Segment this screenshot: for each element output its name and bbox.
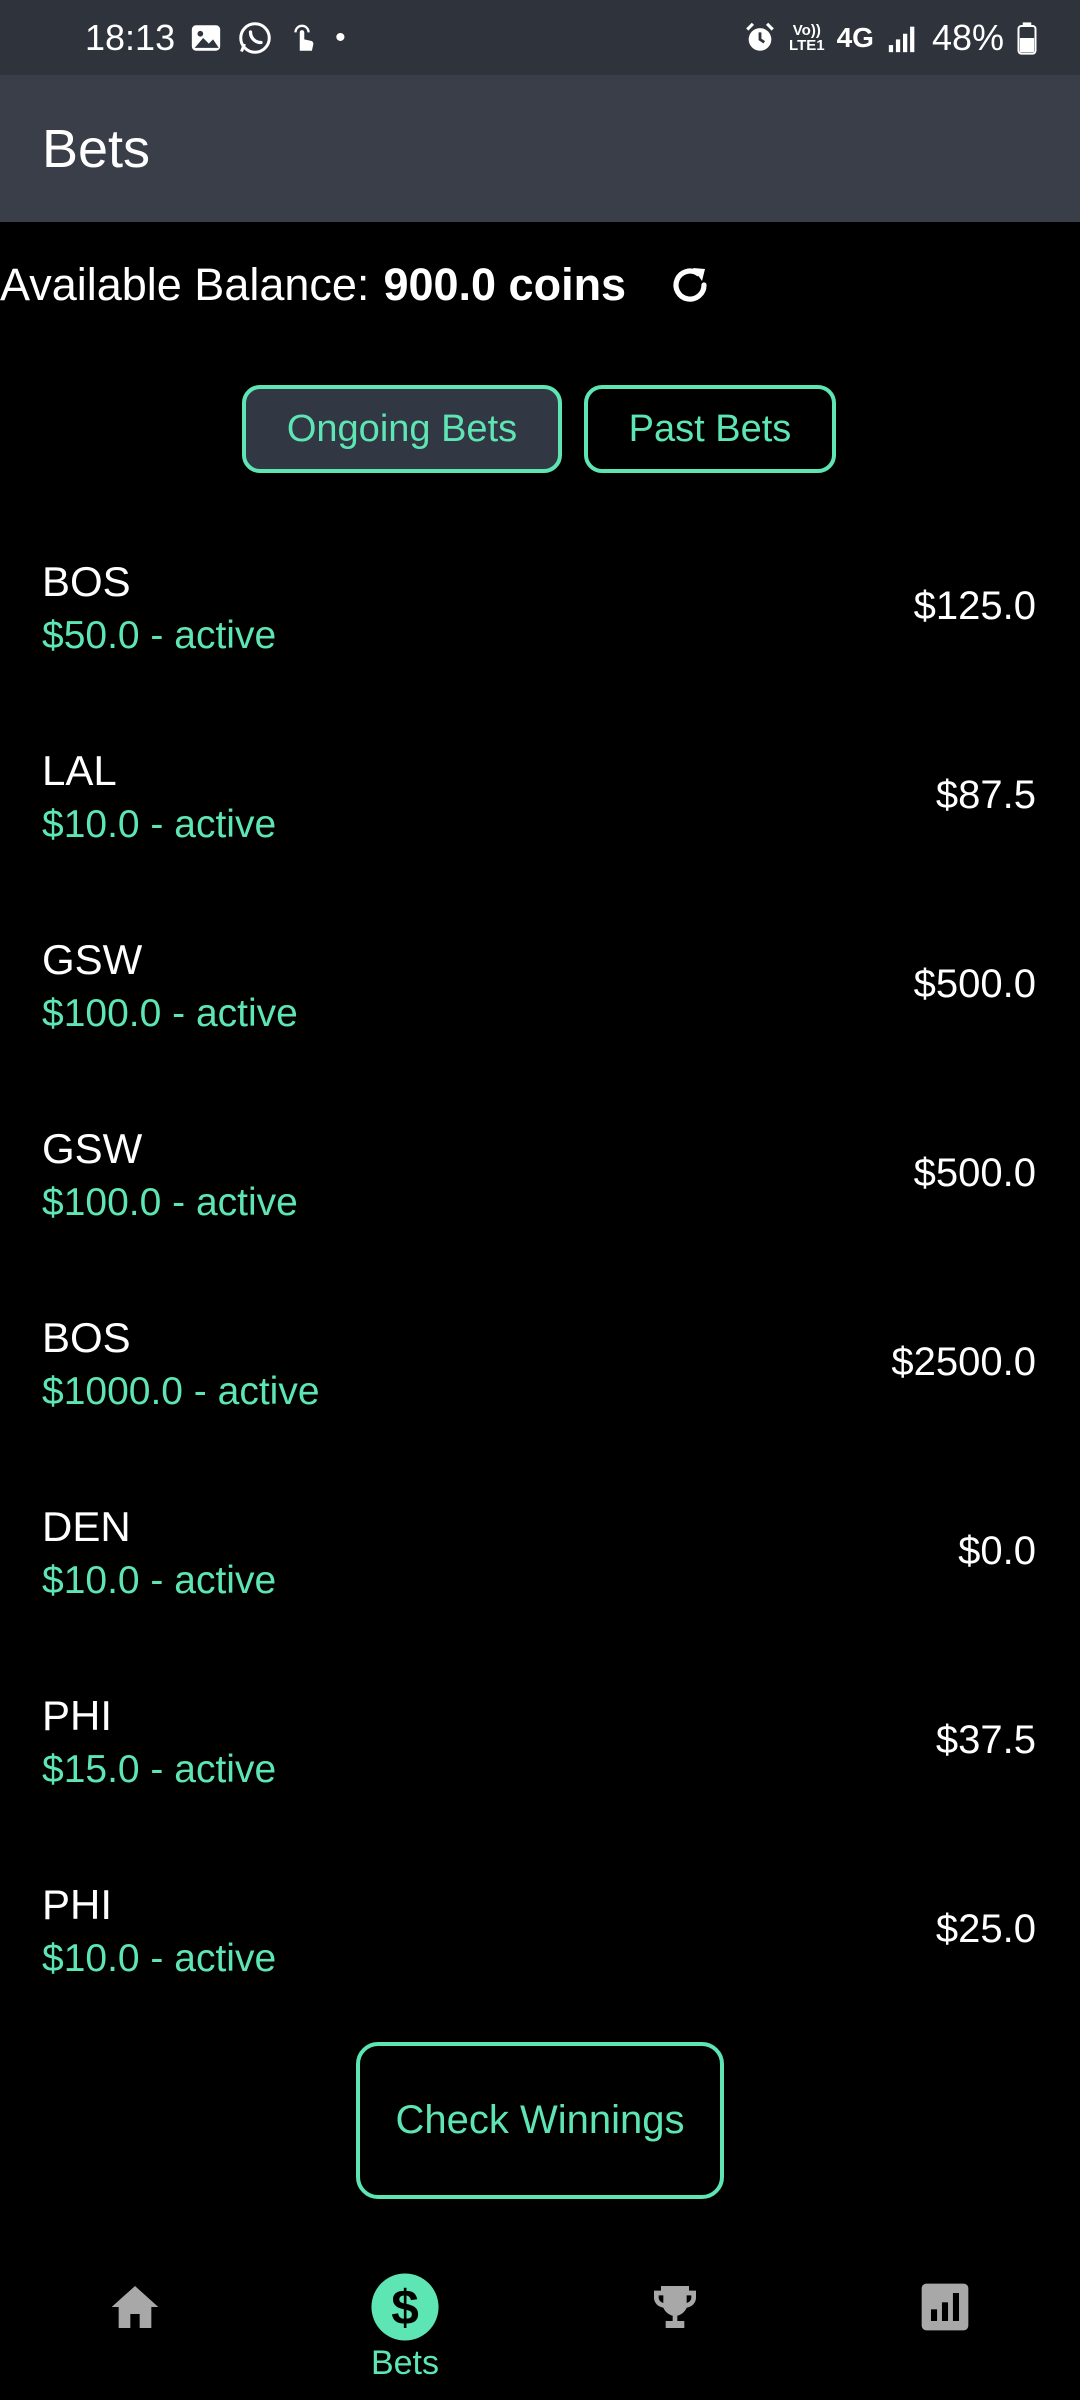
bet-tabs: Ongoing Bets Past Bets	[242, 385, 836, 473]
bet-detail: $10.0 - active	[42, 1937, 277, 1980]
bet-detail: $10.0 - active	[42, 1559, 277, 1602]
bet-payout: $125.0	[913, 584, 1036, 628]
bet-payout: $87.5	[935, 773, 1036, 817]
nav-item-stats[interactable]	[810, 2240, 1080, 2400]
balance-label: Available Balance:	[0, 259, 370, 310]
nav-item-bets[interactable]: $ Bets	[270, 2240, 540, 2400]
list-item[interactable]: DEN $10.0 - active $0.0	[0, 1485, 1080, 1674]
list-item[interactable]: BOS $1000.0 - active $2500.0	[0, 1296, 1080, 1485]
list-item[interactable]: LAL $10.0 - active $87.5	[0, 729, 1080, 918]
status-right: Vo)) LTE1 4G 48%	[743, 0, 1038, 75]
svg-text:$: $	[391, 2280, 419, 2336]
chart-icon	[910, 2272, 980, 2342]
bet-team: DEN	[42, 1503, 131, 1550]
battery-icon	[1016, 21, 1038, 55]
trophy-icon	[640, 2272, 710, 2342]
gallery-icon	[189, 21, 223, 55]
status-bar: 18:13 • Vo)) LTE1 4G 48%	[0, 0, 1080, 75]
balance-value: 900.0 coins	[383, 259, 627, 310]
bet-detail: $100.0 - active	[42, 992, 298, 1035]
nav-item-home[interactable]	[0, 2240, 270, 2400]
alarm-icon	[743, 21, 777, 55]
battery-percent: 48%	[931, 16, 1004, 58]
home-icon	[100, 2272, 170, 2342]
bets-list: BOS $50.0 - active $125.0 LAL $10.0 - ac…	[0, 540, 1080, 2052]
status-left: 18:13 •	[85, 0, 346, 75]
tab-past-bets[interactable]: Past Bets	[584, 385, 836, 473]
bet-team: BOS	[42, 1314, 131, 1361]
nav-label-bets: Bets	[370, 2344, 440, 2382]
bet-detail: $50.0 - active	[42, 614, 277, 657]
bet-team: LAL	[42, 747, 117, 794]
tab-ongoing-bets[interactable]: Ongoing Bets	[242, 385, 562, 473]
bet-detail: $10.0 - active	[42, 803, 277, 846]
bet-detail: $1000.0 - active	[42, 1370, 320, 1413]
balance-row: Available Balance: 900.0 coins	[0, 250, 716, 320]
bet-payout: $0.0	[958, 1529, 1036, 1573]
app-bar: Bets	[0, 75, 1080, 222]
bet-team: PHI	[42, 1881, 113, 1928]
list-item[interactable]: PHI $15.0 - active $37.5	[0, 1674, 1080, 1863]
whatsapp-icon	[237, 20, 273, 56]
check-winnings-button[interactable]: Check Winnings	[356, 2042, 724, 2199]
volte-line-2: LTE1	[789, 36, 825, 54]
bet-payout: $25.0	[935, 1907, 1036, 1951]
volte-line-1: Vo))	[792, 21, 821, 39]
bet-team: PHI	[42, 1692, 113, 1739]
network-type: 4G	[836, 21, 874, 53]
dollar-icon: $	[370, 2272, 440, 2342]
list-item[interactable]: BOS $50.0 - active $125.0	[0, 540, 1080, 729]
list-item[interactable]: GSW $100.0 - active $500.0	[0, 1107, 1080, 1296]
status-dot: •	[335, 20, 346, 54]
volte-indicator: Vo)) LTE1	[789, 23, 825, 53]
bet-team: BOS	[42, 558, 131, 605]
refresh-icon	[673, 268, 707, 302]
signal-icon	[886, 21, 920, 55]
nav-item-leaderboard[interactable]	[540, 2240, 810, 2400]
bottom-nav: $ Bets	[0, 2240, 1080, 2400]
bet-payout: $2500.0	[891, 1340, 1036, 1384]
bet-payout: $500.0	[913, 1151, 1036, 1195]
touch-icon	[287, 21, 321, 55]
bet-payout: $37.5	[935, 1718, 1036, 1762]
bet-payout: $500.0	[913, 962, 1036, 1006]
bet-team: GSW	[42, 936, 143, 983]
bet-detail: $100.0 - active	[42, 1181, 298, 1224]
page-title: Bets	[42, 118, 151, 179]
list-item[interactable]: PHI $10.0 - active $25.0	[0, 1863, 1080, 2052]
refresh-button[interactable]	[664, 259, 716, 311]
list-item[interactable]: GSW $100.0 - active $500.0	[0, 918, 1080, 1107]
status-time: 18:13	[85, 16, 176, 58]
bet-detail: $15.0 - active	[42, 1748, 277, 1791]
bet-team: GSW	[42, 1125, 143, 1172]
